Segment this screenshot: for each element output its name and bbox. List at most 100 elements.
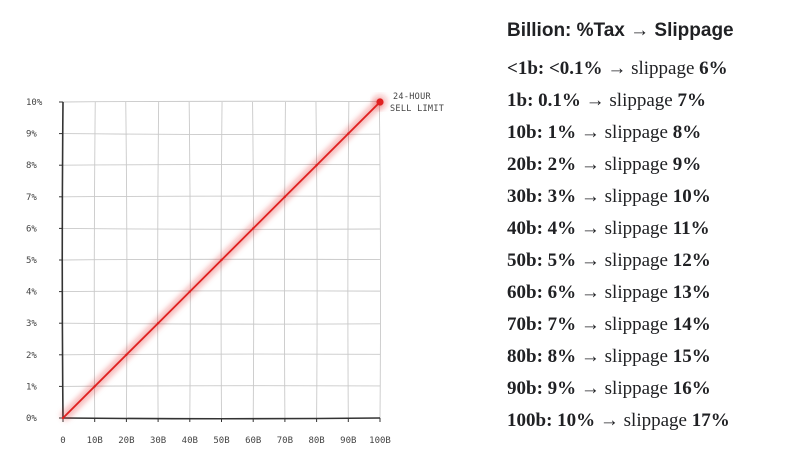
data-point (283, 195, 287, 198)
row-mid: → slippage (576, 186, 673, 207)
data-point (315, 164, 318, 167)
list-item: 70b: 7% → slippage 14% (507, 314, 782, 346)
row-lead: 40b: 4% (507, 218, 577, 239)
row-mid: → slippage (576, 282, 673, 303)
list-item: 20b: 2% → slippage 9% (507, 154, 782, 186)
y-tick-label: 6% (26, 224, 37, 234)
x-tick-label: 90B (340, 436, 356, 446)
data-point (61, 416, 65, 420)
list-item: <1b: <0.1% → slippage 6% (507, 58, 782, 90)
x-tick-labels: 0 10B 20B 30B 40B 50B 60B 70B 80B 90B 100B (60, 436, 391, 446)
row-lead: 70b: 7% (507, 314, 577, 335)
list-item: 80b: 8% → slippage 15% (507, 346, 782, 378)
row-lead: 90b: 9% (507, 378, 577, 399)
tax-chart: 0 10B 20B 30B 40B 50B 60B 70B 80B 90B 100B 0% 1% 2% 3… (26, 92, 444, 446)
row-value: 8% (672, 122, 702, 143)
v-gridline (93, 101, 96, 419)
row-mid: → slippage (576, 378, 673, 399)
row-mid: → slippage (576, 346, 673, 367)
row-value: 17% (691, 410, 730, 431)
row-value: 14% (672, 314, 711, 335)
data-point (220, 258, 223, 262)
axes (59, 101, 381, 422)
y-tick-label: 3% (26, 319, 37, 329)
row-value: 16% (672, 378, 711, 399)
v-gridline (188, 101, 191, 419)
row-lead: 80b: 8% (507, 346, 577, 367)
grid (62, 100, 381, 419)
y-tick-label: 2% (26, 351, 37, 361)
row-mid: → slippage (576, 250, 673, 271)
annotation-line1: 24-HOUR (393, 92, 432, 102)
row-mid: → slippage (602, 58, 700, 79)
v-gridline (378, 101, 381, 419)
y-tick-label: 5% (26, 256, 37, 266)
x-tick-label: 30B (150, 436, 166, 446)
row-value: 11% (672, 218, 710, 239)
list-item: 90b: 9% → slippage 16% (507, 378, 782, 410)
list-item: 60b: 6% → slippage 13% (507, 282, 782, 314)
x-tick-label: 60B (245, 436, 261, 446)
row-mid: → slippage (576, 218, 673, 239)
row-mid: → slippage (576, 154, 673, 175)
list-item: 10b: 1% → slippage 8% (507, 122, 782, 154)
data-point (125, 353, 128, 356)
row-lead: 20b: 2% (507, 154, 577, 175)
y-tick-label: 9% (26, 130, 37, 140)
v-gridline (252, 101, 255, 419)
v-gridline (157, 101, 160, 419)
y-tick-label: 4% (26, 288, 37, 298)
x-tick-label: 20B (118, 436, 134, 446)
x-tick-label: 50B (213, 436, 229, 446)
data-point (188, 290, 191, 293)
v-gridline (125, 101, 128, 419)
series-line-group (60, 95, 387, 421)
row-value: 12% (672, 250, 711, 271)
data-point (347, 132, 350, 135)
row-value: 15% (672, 346, 711, 367)
row-lead: 100b: 10% (507, 410, 596, 431)
y-tick-label: 10% (26, 98, 43, 108)
h-gridline (62, 100, 381, 103)
limit-marker (376, 98, 384, 106)
v-gridline (347, 101, 350, 419)
row-value: 6% (699, 58, 728, 79)
x-tick-label: 40B (182, 436, 198, 446)
row-lead: 10b: 1% (507, 122, 577, 143)
row-lead: 60b: 6% (507, 282, 577, 303)
row-value: 7% (677, 90, 706, 111)
data-point (93, 385, 96, 388)
row-lead: 50b: 5% (507, 250, 577, 271)
list-item: 50b: 5% → slippage 12% (507, 250, 782, 282)
annotation: 24-HOUR SELL LIMIT (390, 92, 444, 114)
row-lead: 30b: 3% (507, 186, 577, 207)
y-tick-label: 0% (26, 414, 37, 424)
row-value: 9% (672, 154, 702, 175)
row-mid: → slippage (580, 90, 678, 111)
v-gridline (315, 101, 318, 419)
x-tick-label: 80B (308, 436, 324, 446)
panel-title: Billion: %Tax → Slippage (507, 20, 734, 41)
list-item: 1b: 0.1% → slippage 7% (507, 90, 782, 122)
annotation-line2: SELL LIMIT (390, 104, 444, 114)
list-item: 30b: 3% → slippage 10% (507, 186, 782, 218)
row-lead: <1b: <0.1% (507, 58, 603, 79)
slippage-list: <1b: <0.1% → slippage 6% 1b: 0.1% → slip… (507, 58, 782, 442)
data-point (156, 322, 160, 325)
data-point (252, 227, 255, 230)
x-tick-label: 70B (277, 436, 293, 446)
y-tick-label: 1% (26, 382, 37, 392)
list-item: 40b: 4% → slippage 11% (507, 218, 782, 250)
x-tick-label: 10B (87, 436, 103, 446)
row-value: 10% (672, 186, 711, 207)
row-mid: → slippage (595, 410, 692, 431)
y-tick-label: 8% (26, 161, 37, 171)
row-mid: → slippage (576, 314, 673, 335)
row-lead: 1b: 0.1% (507, 90, 581, 111)
list-item: 100b: 10% → slippage 17% (507, 410, 782, 442)
y-tick-label: 7% (26, 193, 37, 203)
x-tick-label: 100B (369, 436, 391, 446)
row-value: 13% (672, 282, 711, 303)
x-tick-label: 0 (60, 436, 65, 446)
slippage-panel: Billion: %Tax → Slippage <1b: <0.1% → sl… (507, 20, 782, 442)
